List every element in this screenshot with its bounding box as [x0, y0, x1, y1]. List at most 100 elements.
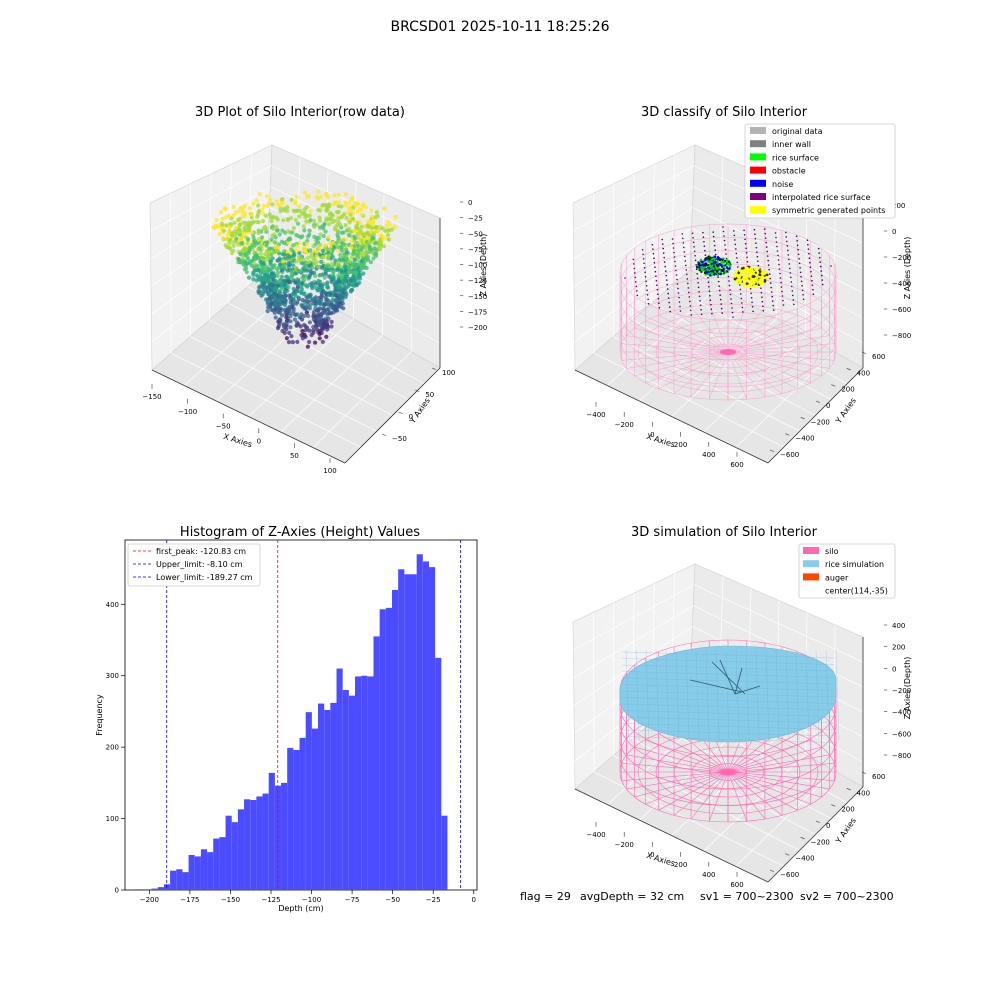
interpolated-point [798, 262, 801, 265]
interpolated-point [702, 231, 704, 234]
legend-frame [798, 543, 896, 599]
interpolated-point [808, 257, 811, 260]
classified-points [624, 226, 832, 318]
rice-mesh-line [625, 649, 630, 741]
interpolated-point [686, 273, 688, 276]
y-tick-label: 400 [857, 369, 870, 377]
interpolated-point [756, 255, 759, 258]
data-point [256, 256, 261, 261]
interpolated-point [734, 239, 736, 241]
data-point [359, 224, 364, 229]
silo-wireframe [619, 223, 837, 401]
interpolated-point [684, 255, 686, 258]
histogram-bar [379, 609, 386, 890]
interpolated-point [646, 289, 648, 292]
interpolated-point [775, 236, 777, 239]
interpolated-point [746, 261, 749, 263]
data-point [341, 238, 346, 243]
data-point [354, 263, 359, 268]
data-point [229, 216, 234, 221]
interpolated-point [690, 309, 692, 312]
interpolated-point [643, 267, 646, 269]
data-point [348, 212, 353, 217]
tick-mark [769, 449, 775, 452]
data-point [244, 266, 249, 271]
data-point [325, 322, 330, 328]
data-point [339, 281, 344, 286]
interpolated-point [808, 252, 810, 255]
x-tick-label: −400 [586, 831, 605, 839]
interpolated-point [642, 253, 644, 256]
interpolated-point [632, 258, 635, 261]
interpolated-point [691, 232, 694, 235]
data-point [305, 325, 310, 330]
data-point [379, 233, 384, 238]
data-point [316, 265, 321, 270]
interpolated-point [645, 285, 648, 287]
data-point [382, 206, 387, 211]
data-point [339, 230, 344, 235]
interpolated-point [788, 258, 790, 261]
interpolated-point [678, 301, 681, 303]
tick-mark [815, 820, 821, 823]
x-tick-label: −200 [615, 421, 634, 429]
x-tick-label: −200 [615, 841, 634, 849]
data-point [303, 298, 309, 303]
symmetric-point [763, 278, 767, 282]
data-point [268, 215, 273, 220]
interpolated-point [647, 303, 650, 305]
interpolated-point [821, 283, 824, 286]
rice-surface-point [703, 271, 707, 275]
data-point [329, 319, 334, 324]
symmetric-point [743, 269, 747, 273]
data-point [278, 317, 283, 322]
interpolated-point [802, 298, 805, 301]
x-axis-label: Depth (cm) [278, 904, 323, 913]
interpolated-point [795, 235, 798, 238]
interpolated-point [776, 250, 779, 252]
data-point [335, 229, 340, 234]
y-tick-label: 100 [442, 369, 455, 377]
x-tick-label: 400 [702, 871, 715, 879]
rice-surface-point [708, 267, 711, 270]
data-point [324, 191, 329, 196]
legend-label: noise [772, 180, 793, 189]
data-point [266, 249, 272, 254]
symmetric-point [758, 270, 762, 273]
data-point [247, 220, 252, 225]
data-point [364, 231, 369, 236]
z-tick-label: −125 [468, 277, 487, 285]
data-point [317, 282, 322, 287]
data-point [278, 297, 283, 302]
data-point [243, 252, 248, 257]
histogram-bar [404, 574, 411, 890]
data-point [360, 203, 365, 208]
interpolated-point [678, 296, 680, 299]
tick-mark [800, 837, 805, 840]
z-tick-label: 200 [892, 202, 905, 210]
rice-surface-point [715, 264, 719, 267]
data-point [240, 254, 246, 260]
interpolated-point [741, 302, 743, 304]
data-point [353, 271, 358, 276]
rice-mesh-line [621, 664, 835, 672]
data-point [343, 264, 348, 270]
tick-mark [800, 417, 805, 420]
data-point [322, 275, 327, 280]
z-tick-label: −75 [468, 246, 483, 254]
y-tick-label: −200 [811, 418, 830, 426]
rice-surface-point [707, 255, 710, 258]
rice-mesh-line [835, 649, 840, 741]
data-point [286, 293, 292, 298]
data-point [258, 274, 263, 279]
data-point [289, 247, 294, 252]
interpolated-point [710, 308, 713, 311]
data-point [289, 197, 294, 202]
data-point [370, 220, 375, 225]
data-point [242, 203, 247, 208]
data-point [264, 273, 270, 278]
interpolated-point [687, 287, 690, 289]
interpolated-point [718, 285, 720, 287]
interpolated-point [800, 280, 803, 283]
